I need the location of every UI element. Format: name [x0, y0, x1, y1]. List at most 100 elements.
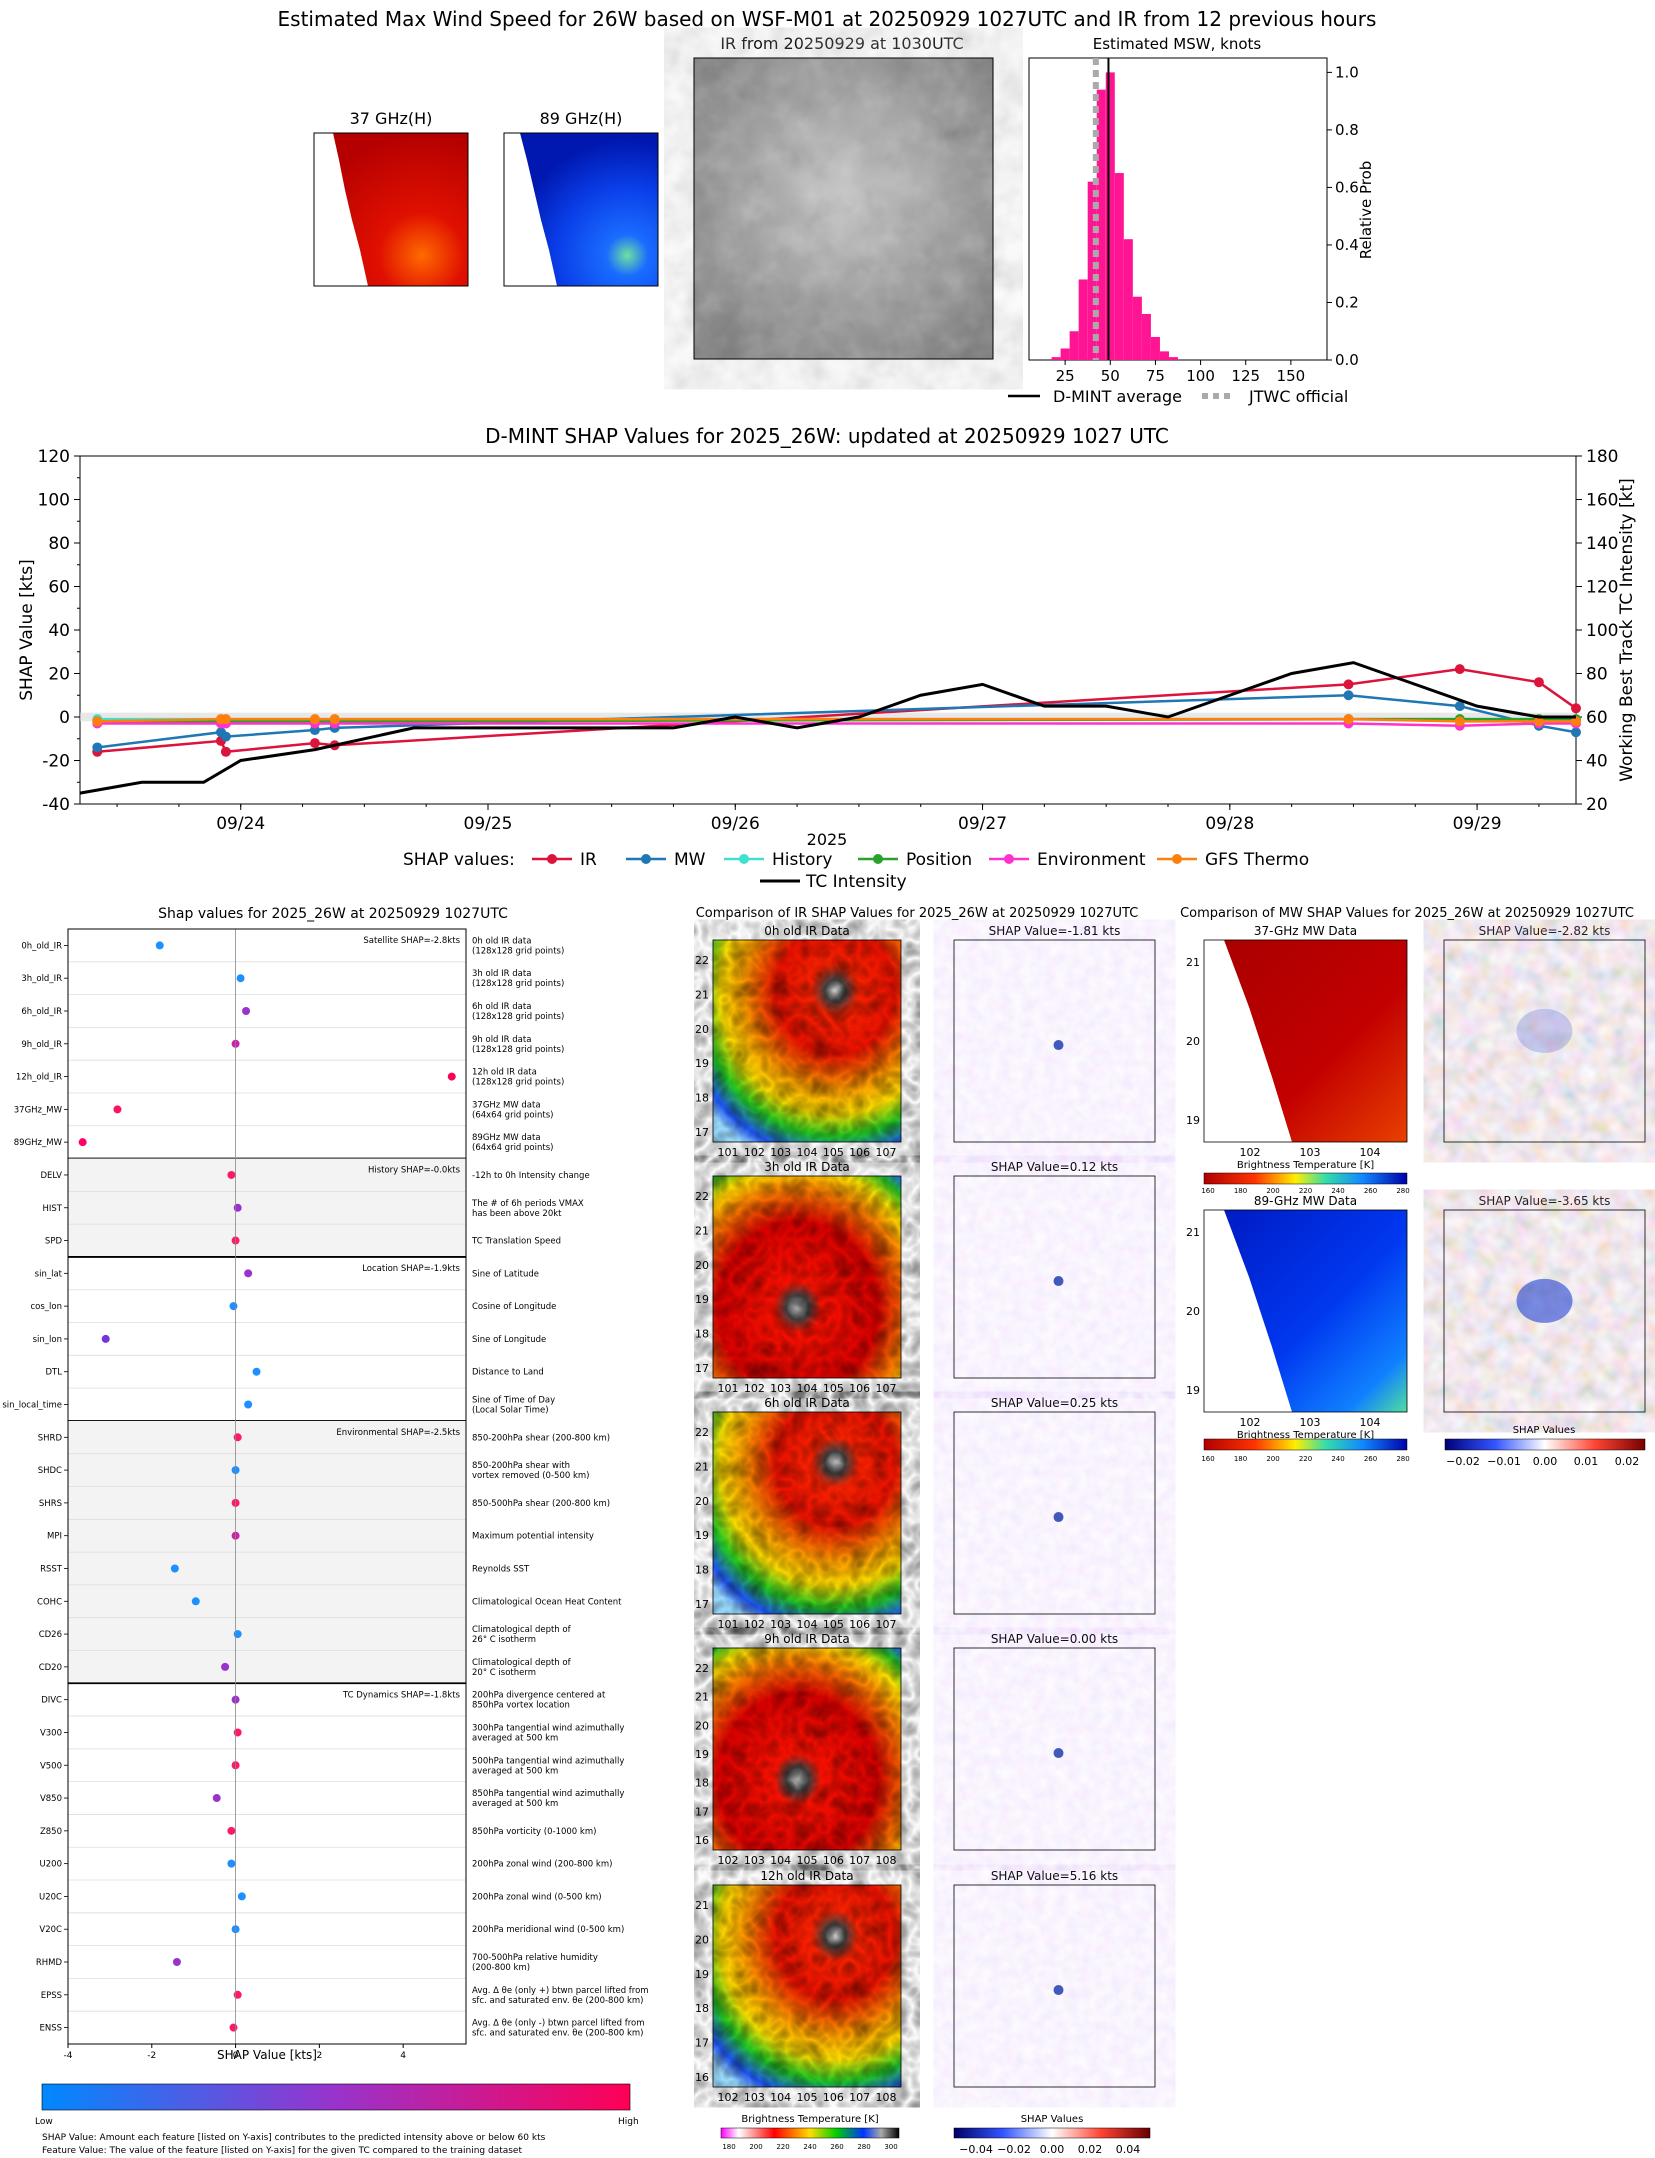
feat-desc: 500hPa tangential wind azimuthally [472, 1756, 624, 1766]
ir-panel-frame [712, 1411, 902, 1615]
feat-name: 37GHz_MW [14, 1105, 63, 1115]
feat-point [229, 2023, 238, 2032]
ts-ytick-label: -20 [42, 752, 70, 772]
legend-dmint-label: D-MINT average [1053, 387, 1182, 406]
mw-shap-texture [1444, 940, 1645, 1142]
feat-point [227, 1170, 236, 1179]
ir-shap-frame [953, 1411, 1156, 1615]
ts-ytick-right-label: 180 [1586, 447, 1618, 467]
feat-desc: 850hPa tangential wind azimuthally [472, 1789, 624, 1799]
feat-desc: 89GHz MW data [472, 1133, 541, 1143]
ir-panel-xtick: 103 [770, 1146, 791, 1159]
feat-point [229, 1302, 238, 1311]
mw-cb-temp [1203, 1438, 1408, 1451]
feat-name: HIST [43, 1204, 63, 1214]
ts-legend-label: Environment [1037, 850, 1146, 870]
mw-cb-temp-tick: 220 [1299, 1455, 1312, 1463]
feat-name: DIVC [41, 1696, 62, 1706]
mw-cb-temp-tick: 200 [1266, 1455, 1279, 1463]
feat-name: sin_local_time [2, 1401, 62, 1411]
feat-name: sin_lat [35, 1269, 63, 1279]
ir-cb-shap-tick: 0.00 [1040, 2143, 1065, 2156]
ts-series-point [220, 714, 231, 725]
ir-panel-shap: SHAP Value=-1.81 kts [989, 924, 1121, 938]
mw-cb-shap-tick: −0.01 [1487, 1455, 1521, 1468]
mw-comparison-section: Comparison of MW SHAP Values for 2025_26… [1180, 906, 1646, 1468]
ir-panel-xtick: 102 [744, 1382, 765, 1395]
ir-cb-shap-tick: −0.04 [959, 2143, 993, 2156]
ir-panel-texture [713, 1648, 901, 1850]
ts-series-point [220, 731, 231, 742]
mw-comp-title: Comparison of MW SHAP Values for 2025_26… [1180, 906, 1634, 921]
feat-desc: Climatological Ocean Heat Content [472, 1597, 622, 1607]
ts-ytick-label: 20 [48, 665, 70, 685]
mw-panel-label: 37-GHz MW Data [1254, 924, 1357, 938]
feat-desc: 0h old IR data [472, 936, 531, 946]
feat-point [233, 1990, 242, 1999]
ir-panel-ytick: 21 [695, 1899, 709, 1912]
ir-panel-xtick: 105 [797, 1854, 818, 1867]
ir-panel-ytick: 20 [695, 1023, 709, 1036]
feat-point [155, 941, 164, 950]
ts-series-point [1343, 679, 1354, 690]
feat-group-shade [68, 1158, 466, 1257]
ir-shap-texture [954, 1412, 1155, 1614]
ir-panel-ytick: 17 [695, 1598, 709, 1611]
feat-xlabel: SHAP Value [kts] [217, 2048, 317, 2062]
feat-name: DTL [46, 1368, 63, 1378]
ir-shap-center [1053, 1512, 1064, 1523]
mw-panel-ytick: 21 [1186, 956, 1200, 969]
ts-ytick-label: -40 [42, 795, 70, 815]
ir-panel-frame [712, 1175, 902, 1379]
feat-desc: 6h old IR data [472, 1002, 531, 1012]
ts-ytick-right-label: 140 [1586, 534, 1618, 554]
top-section: Estimated Max Wind Speed for 26W based o… [278, 7, 1377, 406]
ts-series-point [1571, 727, 1581, 738]
mw-panel-frame [1203, 939, 1408, 1143]
feat-xtick-label: -4 [64, 2051, 73, 2061]
msw-xtick-label: 100 [1186, 367, 1215, 385]
ir-panel-ytick: 20 [695, 1495, 709, 1508]
msw-xtick-label: 150 [1277, 367, 1306, 385]
feat-desc: averaged at 500 km [472, 1733, 558, 1743]
msw-bar [1114, 173, 1124, 360]
feat-point [242, 1006, 251, 1015]
ir-panel-shap: SHAP Value=5.16 kts [991, 1869, 1118, 1883]
ir-panel-xtick: 102 [718, 1854, 739, 1867]
ir-panel-label: 0h old IR Data [764, 924, 850, 938]
ts-xtick-label: 09/29 [1453, 814, 1502, 834]
feat-point [227, 1826, 236, 1835]
ts-legend-label: History [772, 850, 832, 870]
ir-panel-xtick: 103 [770, 1618, 791, 1631]
msw-bar [1159, 351, 1169, 360]
ir-panel-xtick: 108 [876, 2091, 897, 2104]
ts-series-point [1454, 716, 1465, 727]
ir-panel-ytick: 20 [695, 1933, 709, 1946]
ir-panel-ytick: 22 [695, 1190, 709, 1203]
mw-cb-temp-tick: 160 [1201, 1455, 1214, 1463]
feat-name: V300 [40, 1728, 62, 1738]
feat-desc: Climatological depth of [472, 1658, 572, 1668]
ts-ytick-right-label: 20 [1586, 795, 1608, 815]
ts-ytick-right-label: 80 [1586, 665, 1608, 685]
mw-panel-colorbar-tick: 280 [1396, 1187, 1409, 1195]
ir-panel-ytick: 21 [695, 1691, 709, 1704]
ir-cb-temp-ticks: 180 200 220 240 260 280 300 [722, 2143, 897, 2151]
feat-desc: sfc. and saturated env. θe (200-800 km) [472, 2029, 644, 2039]
ir-panel-label: 9h old IR Data [764, 1632, 850, 1646]
ir-panel-xtick: 102 [718, 2091, 739, 2104]
ir-panel-ytick: 19 [695, 1057, 709, 1070]
ts-lines [79, 661, 1581, 795]
ts-xlabel: 2025 [807, 830, 848, 849]
feat-desc: 850-200hPa shear (200-800 km) [472, 1433, 610, 1443]
feat-point [233, 1630, 242, 1639]
msw-axes [1028, 57, 1328, 361]
ir-panel-xtick: 104 [770, 2091, 791, 2104]
msw-ytick-label: 0.0 [1335, 351, 1359, 369]
ts-ytick-right-label: 100 [1586, 621, 1618, 641]
ir-cb-temp-tick: 260 [830, 2143, 843, 2151]
ir-panel-ytick: 18 [695, 1092, 709, 1105]
msw-xtick-label: 50 [1101, 367, 1120, 385]
feat-desc: (Local Solar Time) [472, 1406, 549, 1416]
msw-bars [1051, 58, 1178, 360]
